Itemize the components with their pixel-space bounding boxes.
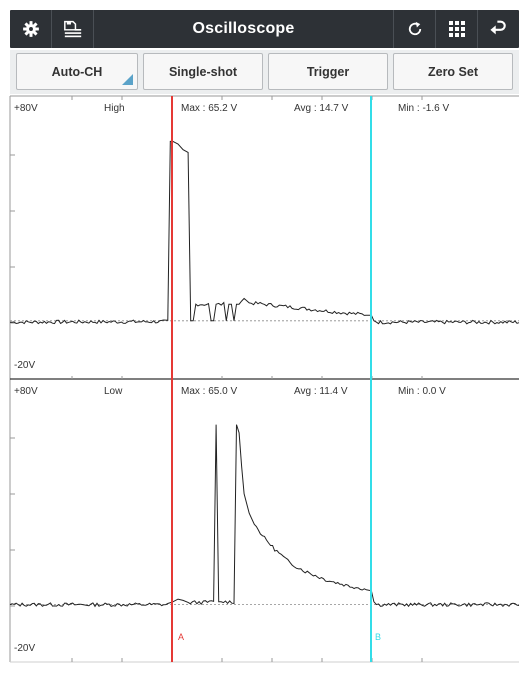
return-button[interactable] [477, 10, 519, 48]
low-max-readout: Max : 65.0 V [181, 386, 237, 397]
high-bottom-voltage-label: -20V [14, 360, 35, 371]
settings-button[interactable] [10, 10, 52, 48]
zero-set-label: Zero Set [427, 64, 478, 79]
dropdown-corner-icon [122, 74, 133, 85]
cursor-a-label: A [178, 632, 184, 642]
refresh-icon [408, 21, 421, 36]
trigger-button[interactable]: Trigger [268, 53, 388, 90]
high-channel-name: High [104, 103, 125, 114]
return-icon [489, 20, 506, 35]
app-header: Oscilloscope [10, 10, 519, 48]
trigger-label: Trigger [306, 64, 350, 79]
waveform-low [9, 424, 520, 608]
toolbar: Auto-CH Single-shot Trigger Zero Set [10, 50, 519, 94]
cursor-b-label: B [375, 632, 381, 642]
gear-icon [22, 21, 39, 37]
grid-icon [448, 21, 465, 37]
save-list-button[interactable] [52, 10, 94, 48]
low-min-readout: Min : 0.0 V [398, 386, 446, 397]
single-shot-button[interactable]: Single-shot [143, 53, 263, 90]
save-list-icon [63, 20, 81, 38]
low-top-voltage-label: +80V [14, 386, 38, 397]
high-top-voltage-label: +80V [14, 103, 38, 114]
zero-set-button[interactable]: Zero Set [393, 53, 513, 90]
high-avg-readout: Avg : 14.7 V [294, 103, 349, 114]
high-min-readout: Min : -1.6 V [398, 103, 449, 114]
low-bottom-voltage-label: -20V [14, 643, 35, 654]
low-channel-name: Low [104, 386, 123, 397]
waveform-high [10, 140, 520, 325]
high-max-readout: Max : 65.2 V [181, 103, 237, 114]
refresh-button[interactable] [393, 10, 435, 48]
grid-button[interactable] [435, 10, 477, 48]
auto-ch-label: Auto-CH [51, 64, 103, 79]
low-avg-readout: Avg : 11.4 V [294, 386, 348, 397]
auto-ch-button[interactable]: Auto-CH [16, 53, 138, 90]
page-title: Oscilloscope [192, 20, 295, 37]
single-shot-label: Single-shot [168, 64, 238, 79]
